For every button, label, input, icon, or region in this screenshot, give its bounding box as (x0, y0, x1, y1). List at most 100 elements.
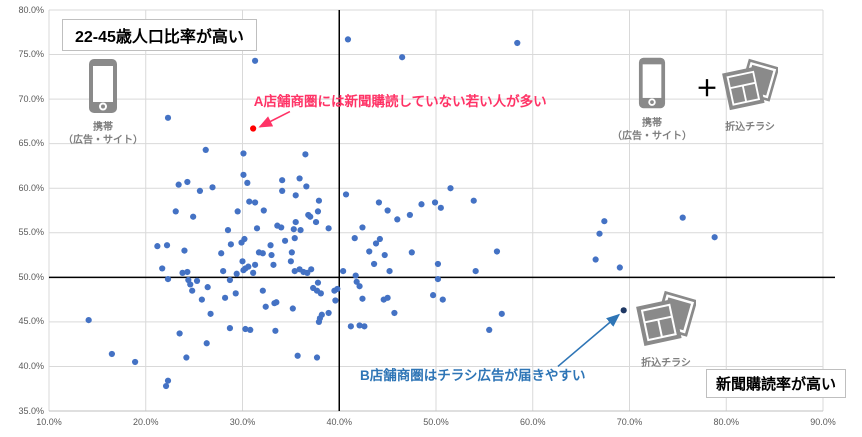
scatter-point (287, 258, 294, 265)
phone-icon-label: 携帯 （広告・サイト） (63, 122, 143, 146)
scatter-point (85, 317, 92, 324)
scatter-point (291, 267, 298, 275)
scatter-point (260, 207, 267, 214)
icon-group-top-right: 携帯 （広告・サイト） ＋ (612, 56, 780, 143)
scatter-point (372, 240, 380, 247)
y-axis-tick-label: 35.0% (18, 405, 44, 416)
scatter-point (391, 309, 398, 317)
scatter-point (325, 225, 332, 232)
scatter-point (601, 218, 608, 225)
scatter-point (196, 187, 204, 194)
y-axis-tick-label: 45.0% (18, 316, 44, 327)
scatter-point (218, 250, 225, 257)
scatter-point (251, 57, 259, 64)
scatter-point (408, 249, 415, 256)
scatter-point (220, 267, 227, 275)
plot-area (48, 9, 835, 412)
phone-icon (88, 58, 118, 119)
phone-icon (638, 56, 666, 115)
scatter-point (303, 183, 310, 190)
scatter-point (184, 268, 191, 276)
scatter-point (375, 199, 383, 206)
scatter-point (175, 181, 182, 188)
x-axis-tick-label: 90.0% (810, 417, 836, 427)
y-axis-tick-label: 70.0% (18, 93, 44, 104)
scatter-point (164, 276, 172, 283)
scatter-point (262, 303, 269, 310)
scatter-point (108, 350, 115, 358)
flyer-icon-label: 折込チラシ (725, 122, 775, 133)
scatter-point (352, 272, 359, 279)
phone-icon-label: 携帯 （広告・サイト） (612, 118, 692, 142)
scatter-point (679, 214, 686, 221)
scatter-point (344, 36, 352, 43)
scatter-point (342, 191, 350, 198)
x-axis-tick-label: 70.0% (616, 417, 643, 427)
flyer-icon-label: 折込チラシ (641, 358, 691, 369)
scatter-point (132, 358, 139, 366)
scatter-point (616, 264, 623, 271)
scatter-point (250, 269, 257, 276)
scatter-point (315, 197, 323, 204)
y-axis-tick-label: 40.0% (18, 360, 44, 371)
scatter-point (384, 294, 391, 301)
icon-group-top-left: 携帯 （広告・サイト） (40, 58, 166, 147)
scatter-point (233, 270, 240, 277)
scatter-point (314, 279, 322, 286)
scatter-point (279, 177, 286, 184)
scatter-point (472, 267, 479, 275)
scatter-point (356, 283, 363, 290)
scatter-point (272, 327, 279, 334)
quadrant-label-right: 新聞購読率が高い (706, 369, 847, 398)
flyer-icon (636, 288, 698, 355)
scatter-point (234, 208, 241, 215)
scatter-point (172, 208, 179, 215)
scatter-point (184, 178, 191, 186)
scatter-point (159, 265, 166, 272)
scatter-point (384, 207, 391, 214)
scatter-point (386, 267, 393, 275)
scatter-point (418, 201, 425, 208)
scatter-point (247, 326, 254, 334)
scatter-point (486, 326, 493, 334)
scatter-point (325, 309, 332, 317)
scatter-point (221, 294, 229, 301)
scatter-point (317, 290, 324, 297)
y-axis-tick-label: 75.0% (18, 49, 44, 60)
scatter-point (189, 287, 196, 294)
scatter-point (281, 237, 289, 244)
scatter-point (447, 185, 454, 192)
scatter-point (198, 296, 205, 303)
y-axis-tick-label: 60.0% (18, 182, 44, 193)
scatter-point (434, 276, 442, 283)
scatter-point (164, 114, 172, 121)
scatter-point (439, 296, 446, 303)
flyer-icon (722, 56, 780, 119)
scatter-point (307, 213, 314, 220)
scatter-point (406, 211, 413, 219)
scatter-point (431, 199, 439, 206)
scatter-point (376, 235, 383, 243)
scatter-point (470, 197, 477, 204)
scatter-point (297, 227, 304, 234)
scatter-point (356, 322, 363, 329)
scatter-point (334, 285, 341, 293)
scatter-point (347, 323, 354, 330)
annotation-a-arrow (258, 110, 291, 128)
scatter-point (204, 284, 211, 291)
y-axis-tick-label: 65.0% (18, 138, 44, 149)
scatter-point (154, 243, 161, 250)
x-axis-tick-label: 20.0% (132, 417, 159, 427)
scatter-point (351, 235, 358, 242)
scatter-point (244, 179, 251, 186)
scatter-point (711, 234, 718, 241)
scatter-point (245, 263, 252, 270)
scatter-point (279, 187, 286, 194)
scatter-point (332, 297, 339, 304)
scatter-point-B店舗商圏 (620, 307, 627, 314)
scatter-point (340, 267, 347, 275)
scatter-point-A店舗商圏 (250, 125, 257, 132)
y-axis-tick-label: 55.0% (18, 227, 44, 238)
quadrant-label-top: 22-45歳人口比率が高い (62, 19, 257, 51)
